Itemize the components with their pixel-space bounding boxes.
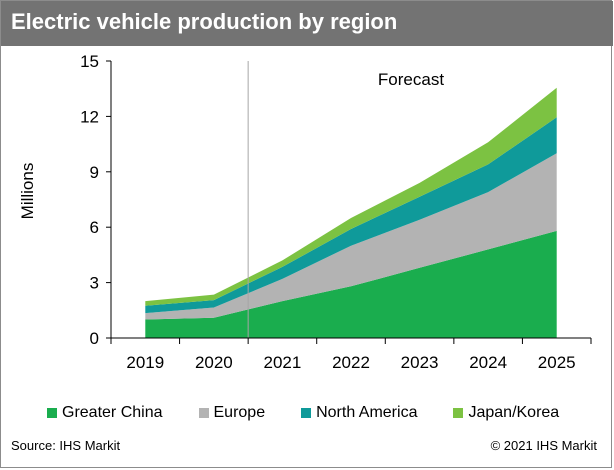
title-bar: Electric vehicle production by region	[1, 1, 613, 46]
y-tick-label: 12	[80, 107, 99, 126]
legend-label: Greater China	[62, 404, 163, 421]
x-tick-label: 2019	[126, 353, 164, 372]
legend-swatch	[47, 408, 57, 418]
legend-swatch	[198, 408, 209, 418]
page-title: Electric vehicle production by region	[11, 9, 398, 34]
source-note: Source: IHS Markit	[11, 438, 121, 453]
x-tick-label: 2020	[195, 353, 233, 372]
y-tick-label: 15	[80, 52, 99, 71]
x-axis-ticks: 2019 2020 2021 2022 2023 2024 2025	[110, 338, 592, 372]
y-tick-label: 6	[90, 218, 99, 237]
legend-label: Europe	[213, 404, 266, 421]
x-tick-label: 2021	[264, 353, 302, 372]
legend-item-japan-korea: Japan/Korea	[453, 404, 559, 422]
legend-label: Japan/Korea	[468, 404, 560, 421]
y-tick-label: 3	[90, 274, 99, 293]
legend-label: North America	[316, 404, 418, 421]
legend-item-europe: Europe	[198, 404, 266, 422]
area-series-group	[145, 87, 557, 338]
x-tick-label: 2023	[401, 353, 439, 372]
x-tick-label: 2025	[538, 353, 576, 372]
legend: Greater China Europe North America Japan…	[47, 404, 559, 422]
legend-swatch	[301, 408, 312, 418]
y-tick-label: 9	[90, 163, 99, 182]
area-europe	[145, 153, 557, 320]
copyright-note: © 2021 IHS Markit	[490, 438, 597, 453]
legend-item-north-america: North America	[301, 404, 417, 422]
y-axis-ticks: 0 3 6 9 12 15	[80, 52, 111, 348]
legend-swatch	[453, 408, 464, 418]
legend-item-greater-china: Greater China	[47, 404, 163, 422]
forecast-label: Forecast	[378, 70, 444, 89]
y-axis-label: Millions	[18, 163, 37, 220]
x-tick-label: 2024	[469, 353, 507, 372]
x-tick-label: 2022	[332, 353, 370, 372]
y-tick-label: 0	[90, 329, 99, 348]
